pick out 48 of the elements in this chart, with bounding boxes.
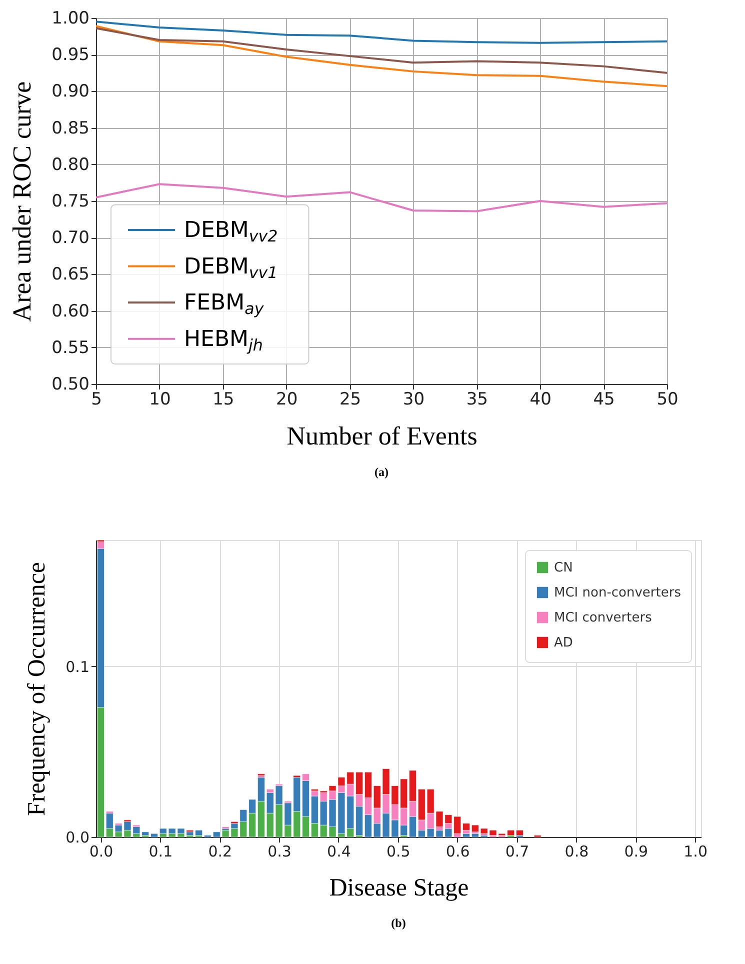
x-axis-title: Number of Events bbox=[286, 422, 478, 450]
x-tick-label: 10 bbox=[149, 390, 171, 410]
y-tick-label: 0.65 bbox=[52, 264, 90, 285]
line-series bbox=[96, 27, 667, 74]
x-tick-label: 5 bbox=[91, 390, 102, 410]
x-axis-title: Disease Stage bbox=[329, 874, 469, 902]
y-axis-title: Area under ROC curve bbox=[8, 81, 37, 322]
y-tick-label: 0.70 bbox=[52, 228, 90, 248]
x-tick-label: 45 bbox=[593, 390, 615, 410]
y-tick-label: 0.90 bbox=[52, 82, 90, 102]
y-tick-label: 0.85 bbox=[52, 118, 90, 138]
x-tick-label: 25 bbox=[339, 390, 362, 410]
x-tick-label: 35 bbox=[466, 390, 488, 410]
x-tick-label: 0.9 bbox=[624, 842, 648, 860]
x-tick-label: 0.4 bbox=[327, 842, 351, 860]
y-tick-label: 0.75 bbox=[52, 192, 90, 212]
legend-label: AD bbox=[554, 636, 573, 650]
x-tick-label: 40 bbox=[530, 390, 552, 410]
y-tick-label: 0.55 bbox=[52, 338, 90, 358]
y-tick-label: 0.1 bbox=[66, 658, 90, 676]
legend-label: MCI converters bbox=[554, 610, 652, 626]
x-tick-label: 0.2 bbox=[208, 842, 232, 860]
x-tick-label: 0.1 bbox=[148, 842, 173, 860]
x-tick-label: 0.8 bbox=[564, 842, 589, 860]
x-tick-label: 0.5 bbox=[386, 842, 410, 860]
x-tick-label: 0.0 bbox=[89, 842, 114, 860]
x-tick-label: 0.7 bbox=[505, 842, 530, 860]
y-axis-title: Frequency of Occurrence bbox=[24, 562, 51, 816]
x-tick-label: 1.0 bbox=[684, 842, 708, 860]
x-tick-label: 0.3 bbox=[268, 842, 292, 860]
line-series bbox=[96, 20, 667, 44]
y-tick-label: 0.80 bbox=[52, 154, 90, 175]
x-tick-label: 0.6 bbox=[446, 842, 470, 860]
legend-label: MCI non-converters bbox=[554, 586, 682, 600]
x-tick-label: 15 bbox=[212, 390, 234, 410]
line-series bbox=[96, 25, 667, 88]
y-tick-label: 0.0 bbox=[66, 828, 90, 846]
x-tick-label: 30 bbox=[402, 390, 425, 410]
x-tick-label: 20 bbox=[276, 390, 298, 410]
y-tick-label: 0.60 bbox=[52, 301, 90, 322]
line-series bbox=[96, 183, 667, 212]
y-tick-label: 1.00 bbox=[52, 8, 90, 28]
legend-label: CN bbox=[554, 560, 573, 576]
text: (a) bbox=[374, 465, 388, 479]
x-tick-label: 50 bbox=[656, 390, 678, 410]
y-tick-label: 0.95 bbox=[52, 45, 90, 66]
text: (b) bbox=[391, 916, 406, 930]
y-tick-label: 0.50 bbox=[52, 374, 90, 394]
